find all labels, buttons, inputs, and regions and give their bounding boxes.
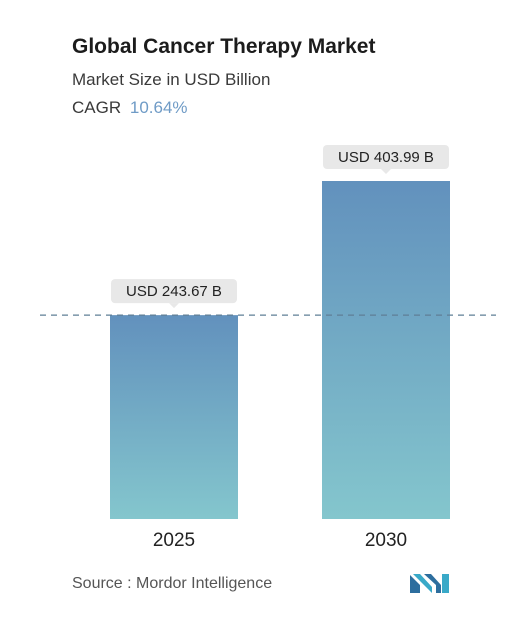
bar-2030 bbox=[322, 181, 450, 519]
bar-2025 bbox=[110, 315, 238, 519]
svg-text:USD 403.99 B: USD 403.99 B bbox=[338, 149, 434, 166]
cagr-value: 10.64% bbox=[129, 98, 188, 117]
source-text: Source : Mordor Intelligence bbox=[72, 575, 273, 592]
mordor-intelligence-logo-icon bbox=[410, 572, 450, 599]
value-label-2025: USD 243.67 B bbox=[111, 279, 237, 309]
chart-subtitle: Market Size in USD Billion bbox=[72, 70, 271, 89]
value-label-2030: USD 403.99 B bbox=[323, 145, 449, 174]
x-tick-label-2025: 2025 bbox=[153, 530, 195, 551]
svg-text:USD 243.67 B: USD 243.67 B bbox=[126, 283, 222, 300]
cagr-label: CAGR bbox=[72, 98, 122, 117]
chart-title: Global Cancer Therapy Market bbox=[72, 35, 376, 58]
cagr-line: CAGR 10.64% bbox=[72, 98, 188, 118]
x-tick-label-2030: 2030 bbox=[365, 530, 407, 551]
